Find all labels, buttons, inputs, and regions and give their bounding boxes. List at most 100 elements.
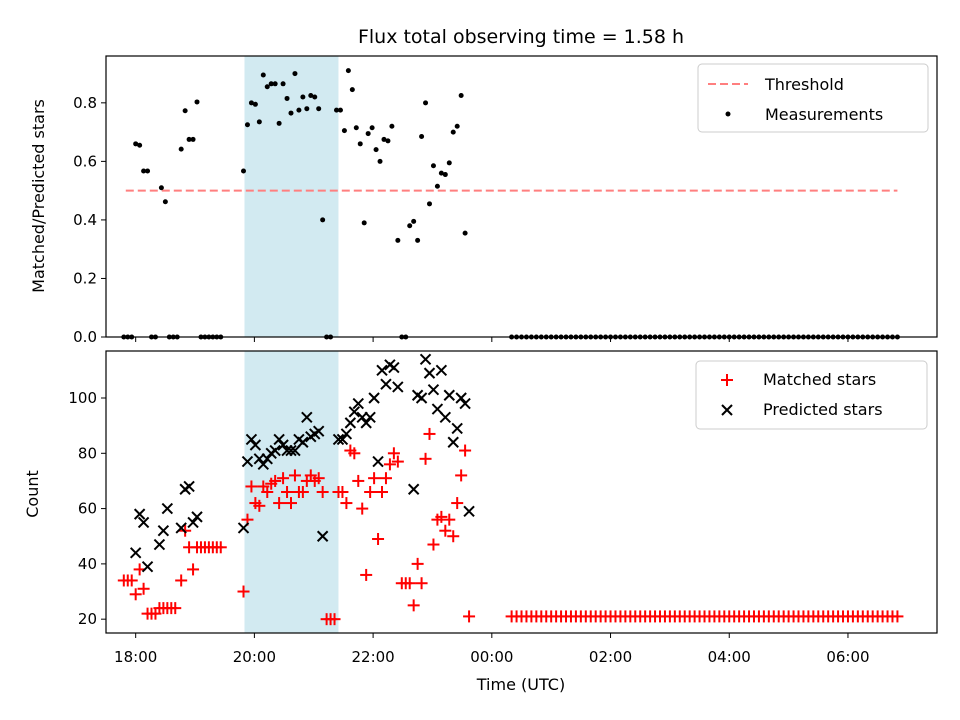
cross-stroke [257,458,270,471]
predicted-star-point [191,511,203,523]
predicted-star-point [175,522,187,534]
matched-star-point [281,486,294,498]
cross-stroke [435,364,448,377]
cross-stroke [277,439,289,451]
y-tick-label: 0.6 [73,152,97,170]
predicted-star-point [451,422,463,435]
measurement-point [385,138,391,144]
matched-star-point [455,469,468,482]
measurement-point [272,81,278,87]
matched-star-point [237,585,250,598]
predicted-star-point [312,425,325,437]
measurement-point [345,68,351,74]
cross-stroke [340,428,353,440]
measurement-point [458,93,464,99]
measurement-point [341,128,347,134]
measurement-point [365,131,371,137]
predicted-star-point [187,516,199,529]
matched-star-point [273,497,286,510]
predicted-star-point [407,483,420,495]
measurement-point [411,218,417,224]
measurement-point [450,129,456,135]
cross-stroke [419,353,432,366]
measurement-point [357,141,363,147]
cross-stroke [439,411,452,424]
predicted-star-point [285,444,297,457]
measurement-point [288,110,294,116]
measurement-point [377,158,383,164]
measurement-point [337,107,343,113]
matched-star-point [125,574,138,587]
measurement-point [430,163,436,169]
measurement-point [308,93,314,99]
measurement-point [312,94,318,100]
y-axis-ticks: 0.0 0.2 0.4 0.6 0.8 [73,94,106,346]
matched-star-point [372,533,385,545]
predicted-star-point [133,508,146,520]
predicted-star-point [137,516,150,529]
cross-stroke [137,516,150,529]
cross-stroke [191,511,203,523]
measurement-point [419,133,425,139]
x-tick-label: 22:00 [351,648,394,666]
matched-star-point [411,557,424,570]
matched-star-point [407,599,420,612]
predicted-star-point [183,480,195,493]
predicted-star-point [415,392,428,404]
measurement-point [446,160,452,166]
predicted-star-point [249,439,262,451]
measurement-point [415,237,421,243]
cross-stroke [312,425,325,437]
matched-star-point [175,574,188,587]
predicted-star-point [269,444,281,457]
cross-stroke [415,392,428,404]
predicted-star-point [463,505,475,518]
predicted-star-point [273,433,285,446]
cross-stroke [183,480,195,493]
cross-stroke [447,436,459,448]
predicted-star-point [352,397,364,410]
measurement-point [296,107,302,113]
x-axis-ticks [135,337,849,342]
legend-predicted-swatch [721,404,733,416]
predicted-star-point [161,502,174,515]
y-tick-label: 100 [68,389,97,407]
x-axis-label: Time (UTC) [476,675,565,694]
cross-stroke [249,439,262,451]
cross-stroke [368,392,380,404]
x-axis-ticks: 18:00 20:00 22:00 00:00 02:00 04:00 06:00 [114,633,870,666]
measurement-point [248,100,254,106]
matched-star-point [187,563,200,576]
measurement-point [145,168,151,174]
matched-star-point [328,613,341,626]
predicted-star-point [427,383,440,396]
measurement-point [462,230,468,236]
predicted-star-point [364,411,376,424]
measurement-point [137,142,143,148]
matched-star-point [356,502,369,515]
cross-stroke [376,364,388,377]
matched-star-point [360,568,373,581]
predicted-star-point [301,411,313,424]
x-tick-label: 20:00 [233,648,276,666]
measurement-point [260,72,266,78]
matched-star-point [447,530,460,543]
predicted-star-point [153,538,166,551]
y-tick-label: 0.2 [73,269,97,287]
matched-star-point [376,486,389,498]
cross-stroke [392,381,404,393]
measurement-point [395,237,401,243]
cross-stroke [348,406,361,418]
predicted-star-point [297,436,309,448]
plot-frame [105,350,938,634]
cross-stroke [157,524,170,537]
cross-stroke [344,417,357,429]
measurement-point [141,168,147,174]
ratio-panel: Flux total observing time = 1.58 h 0.00.… [29,26,938,346]
y-tick-label: 0.8 [73,94,97,112]
predicted-star-point [455,392,467,404]
cross-stroke [455,392,467,404]
matched-star-point [348,447,361,460]
measurement-point [381,136,387,142]
predicted-star-point [257,458,270,471]
